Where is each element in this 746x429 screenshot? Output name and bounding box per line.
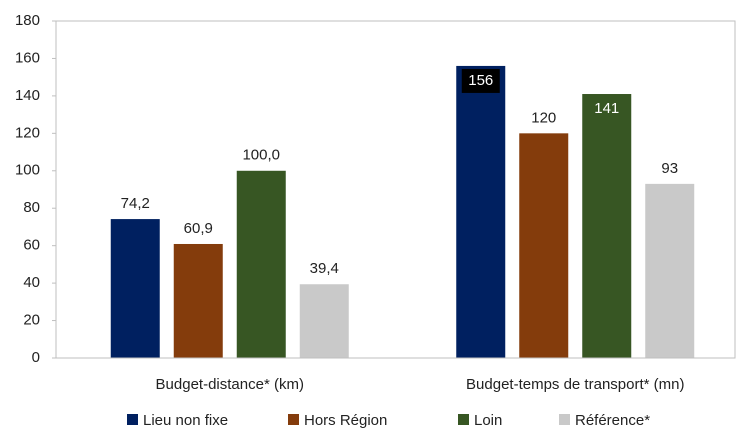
legend-label: Référence* [575,412,650,429]
y-tick-label: 180 [15,12,40,29]
value-label: 39,4 [310,260,339,277]
bar [645,183,695,358]
legend-swatch [127,414,138,425]
bar [110,219,160,358]
y-tick-label: 140 [15,87,40,104]
bar [236,170,286,358]
y-tick-label: 100 [15,162,40,179]
bar [173,243,223,358]
legend-label: Lieu non fixe [143,412,228,429]
label-box [461,68,500,93]
value-label: 74,2 [121,195,150,212]
legend-swatch [458,414,469,425]
y-tick-label: 160 [15,49,40,66]
bar [582,94,632,359]
y-tick-label: 0 [32,349,40,366]
y-tick-label: 60 [23,237,40,254]
value-label: 93 [661,160,678,177]
bar [519,133,569,358]
y-tick-label: 40 [23,274,40,291]
legend-swatch [559,414,570,425]
legend-swatch [288,414,299,425]
value-label: 120 [531,109,556,126]
value-label: 141 [594,100,619,117]
value-label: 60,9 [184,220,213,237]
y-tick-label: 20 [23,312,40,329]
bar [299,284,349,358]
bar [456,65,506,358]
x-tick-label: Budget-distance* (km) [156,376,304,393]
legend-label: Loin [474,412,502,429]
x-tick-label: Budget-temps de transport* (mn) [466,376,684,393]
y-tick-label: 80 [23,199,40,216]
value-label: 156 [468,72,493,89]
value-label: 100,0 [242,147,280,164]
legend-label: Hors Région [304,412,387,429]
y-tick-label: 120 [15,124,40,141]
